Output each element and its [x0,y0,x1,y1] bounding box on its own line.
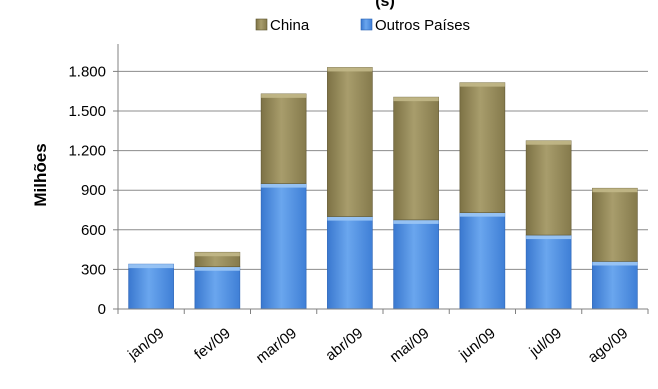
bar-segment-china [393,96,439,221]
bar-segment-highlight [327,67,373,72]
legend-swatch-outros-paises [360,18,373,31]
bar-segment-outros-paises [327,216,373,310]
bar-segment-highlight [261,93,307,98]
legend: China Outros Países [255,17,470,34]
legend-label-outros-paises: Outros Países [375,17,470,34]
x-tick-label: mai/09 [387,325,433,366]
x-tick-label: jan/09 [124,325,167,364]
bar-segment-highlight [526,235,572,240]
bar-segment-highlight [128,264,174,269]
bar-segment-china [592,187,638,262]
y-tick-labels: 0 300 600 900 1.200 1.500 1.800 [68,63,106,318]
bar-segment-outros-paises [592,261,638,310]
bar-segment-highlight [592,261,638,266]
x-tick-label: mar/09 [253,325,300,367]
bars [128,67,638,310]
bar-segment-china [260,93,307,184]
x-tick-label: abr/09 [322,325,366,365]
bar-segment-china [327,67,373,217]
legend-label-china: China [270,17,310,34]
x-tick-label: jul/09 [526,325,566,361]
y-tick-label: 1.800 [68,63,106,80]
x-tick-label: jun/09 [455,325,498,364]
y-axis-title: Milhões [31,143,50,206]
bar-segment-outros-paises [525,234,572,310]
bar-segment-outros-paises [128,263,174,310]
y-tick-label: 300 [81,261,106,278]
bar-segment-highlight [459,212,505,217]
bar-segment-outros-paises [194,266,241,310]
x-tick-labels: jan/09 fev/09 mar/09 abr/09 mai/09 jun/09 jul/… [124,325,631,367]
chart-title: (s) [375,0,395,10]
x-tick-label: ago/09 [585,325,632,367]
bar-segment-outros-paises [459,212,506,310]
x-tick-label: fev/09 [191,325,234,364]
bar-segment-china [525,140,572,236]
bar-segment-highlight [327,216,373,221]
y-tick-label: 0 [98,301,106,318]
bar-segment-highlight [393,97,439,102]
bar-segment-outros-paises [393,219,439,310]
bar-segment-highlight [393,219,439,224]
bar-segment-highlight [261,183,307,188]
y-tick-label: 1.500 [68,103,106,120]
bar-segment-highlight [194,266,240,271]
bar-segment-highlight [592,188,638,193]
y-tick-label: 1.200 [68,143,106,160]
bar-segment-outros-paises [260,183,307,310]
bar-segment-china [459,82,506,213]
bar-segment-highlight [194,252,240,257]
bar-segment-highlight [526,140,572,145]
y-tick-label: 600 [81,222,106,239]
y-tick-label: 900 [81,182,106,199]
bar-segment-highlight [459,82,505,87]
legend-swatch-china [255,18,268,31]
axes [113,44,649,314]
